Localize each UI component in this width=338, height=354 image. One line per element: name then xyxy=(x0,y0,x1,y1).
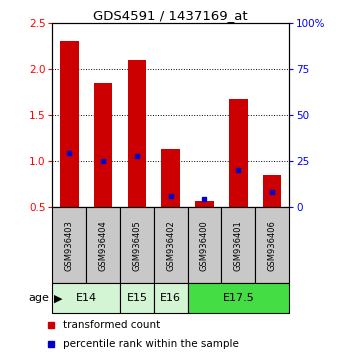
Text: GSM936400: GSM936400 xyxy=(200,220,209,270)
Title: GDS4591 / 1437169_at: GDS4591 / 1437169_at xyxy=(93,9,248,22)
Bar xyxy=(162,149,180,207)
Bar xyxy=(154,207,188,283)
Text: E17.5: E17.5 xyxy=(222,293,254,303)
Bar xyxy=(52,207,86,283)
Bar xyxy=(128,60,146,207)
Text: GSM936401: GSM936401 xyxy=(234,220,243,270)
Text: E15: E15 xyxy=(126,293,147,303)
Text: GSM936402: GSM936402 xyxy=(166,220,175,270)
Bar xyxy=(52,283,120,313)
Text: GSM936404: GSM936404 xyxy=(99,220,107,270)
Text: GSM936405: GSM936405 xyxy=(132,220,141,270)
Bar xyxy=(154,283,188,313)
Text: age: age xyxy=(28,293,49,303)
Bar xyxy=(263,175,281,207)
Bar xyxy=(86,207,120,283)
Text: percentile rank within the sample: percentile rank within the sample xyxy=(63,339,239,349)
Bar xyxy=(94,83,113,207)
Bar xyxy=(195,201,214,207)
Text: E14: E14 xyxy=(76,293,97,303)
Text: ▶: ▶ xyxy=(54,293,63,303)
Text: GSM936403: GSM936403 xyxy=(65,220,74,270)
Text: transformed count: transformed count xyxy=(63,320,161,330)
Bar xyxy=(221,207,255,283)
Text: GSM936406: GSM936406 xyxy=(268,220,276,270)
Bar xyxy=(120,283,154,313)
Bar xyxy=(188,207,221,283)
Bar xyxy=(229,99,247,207)
Bar xyxy=(188,283,289,313)
Bar xyxy=(120,207,154,283)
Bar xyxy=(255,207,289,283)
Bar xyxy=(60,41,78,207)
Text: E16: E16 xyxy=(160,293,181,303)
